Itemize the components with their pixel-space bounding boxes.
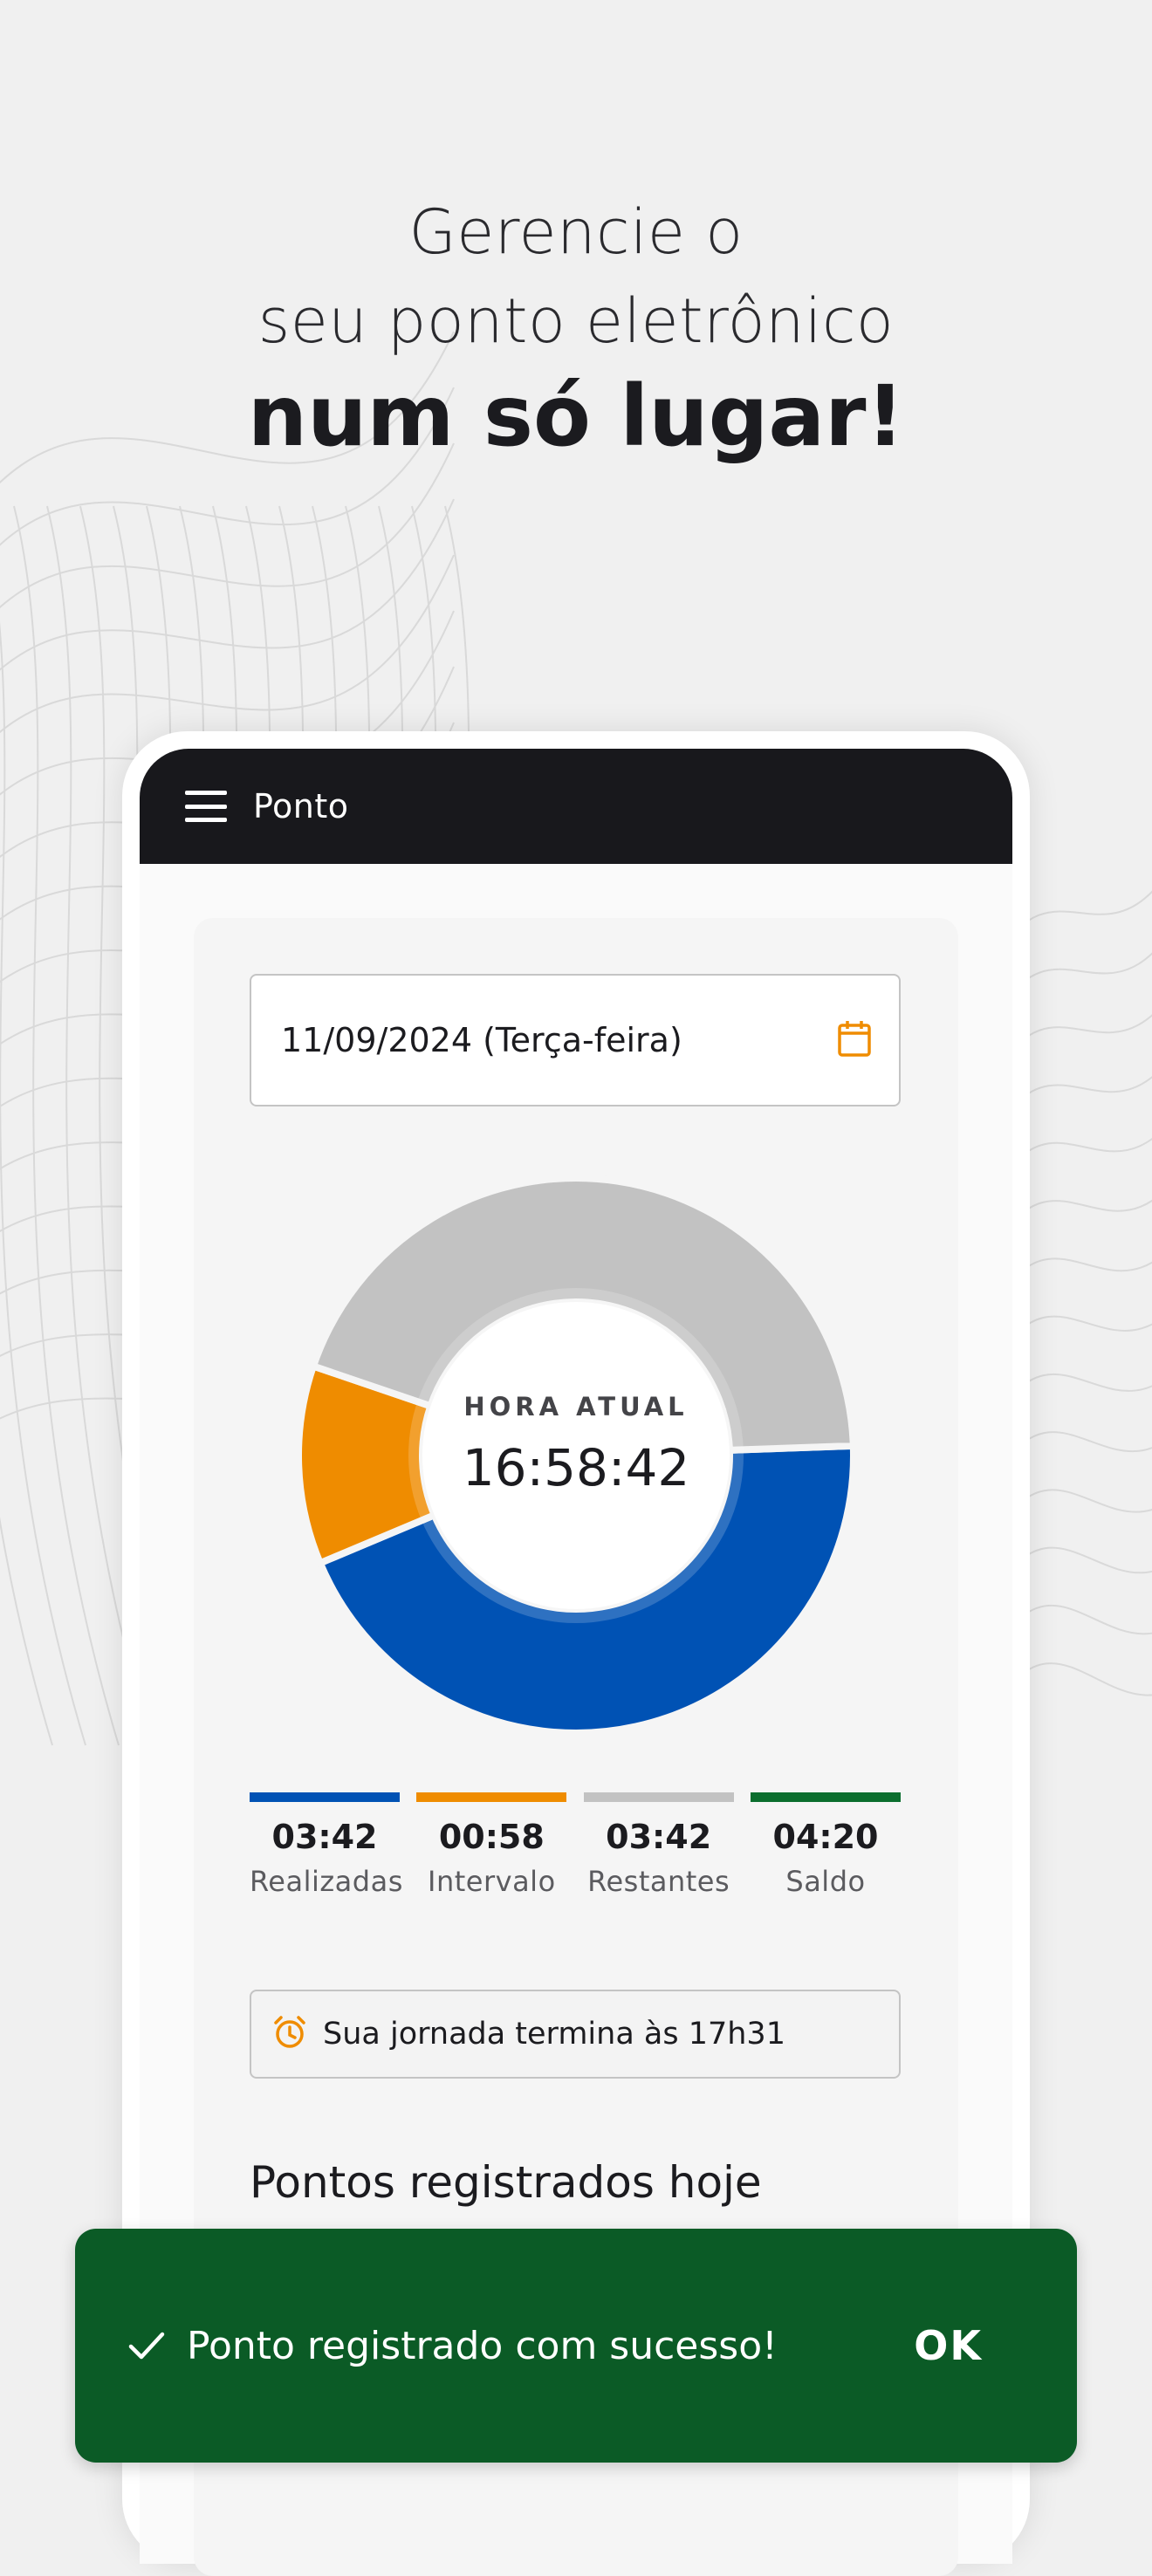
app-bar-title: Ponto [253, 787, 349, 826]
snackbar-message: Ponto registrado com sucesso! [187, 2323, 778, 2368]
legend-value: 04:20 [772, 1818, 879, 1856]
center-label: HORA ATUAL [463, 1392, 688, 1422]
legend-value: 03:42 [606, 1818, 712, 1856]
alert-text: Sua jornada termina às 17h31 [323, 2017, 785, 2052]
chart-legend: 03:42 Realizadas 00:58 Intervalo 03:42 Restan… [250, 1792, 901, 1898]
legend-label: Saldo [785, 1865, 866, 1898]
legend-color-bar [583, 1792, 734, 1802]
workday-donut-chart: HORA ATUAL 16:58:42 [295, 1175, 857, 1737]
donut-center [422, 1302, 730, 1609]
legend-value: 03:42 [271, 1818, 378, 1856]
app-bar: Ponto [140, 749, 1012, 864]
center-time: 16:58:42 [463, 1438, 690, 1497]
success-snackbar: Ponto registrado com sucesso! OK [75, 2229, 1077, 2463]
legend-color-bar [750, 1792, 901, 1802]
legend-label: Intervalo [428, 1865, 556, 1898]
promo-headline: Gerencie o seu ponto eletrônico num só l… [0, 188, 1152, 467]
snackbar-ok-button[interactable]: OK [914, 2322, 983, 2369]
headline-line-1: Gerencie o [408, 196, 744, 268]
legend-color-bar [250, 1792, 400, 1802]
legend-item-intervalo: 00:58 Intervalo [416, 1792, 567, 1898]
workday-end-alert: Sua jornada termina às 17h31 [250, 1990, 901, 2079]
today-records-title: Pontos registrados hoje [250, 2157, 762, 2208]
date-value: 11/09/2024 (Terça-feira) [281, 1021, 682, 1059]
legend-item-saldo: 04:20 Saldo [750, 1792, 901, 1898]
hamburger-menu-icon[interactable] [185, 791, 227, 822]
date-picker-field[interactable]: 11/09/2024 (Terça-feira) [250, 974, 901, 1106]
legend-value: 00:58 [438, 1818, 545, 1856]
legend-item-realizadas: 03:42 Realizadas [250, 1792, 403, 1898]
legend-label: Realizadas [250, 1865, 403, 1898]
legend-label: Restantes [587, 1865, 730, 1898]
alarm-clock-icon [272, 2015, 307, 2053]
headline-line-2: seu ponto eletrônico [257, 285, 895, 357]
headline-line-3: num só lugar! [247, 367, 905, 465]
legend-item-restantes: 03:42 Restantes [583, 1792, 734, 1898]
legend-color-bar [416, 1792, 567, 1802]
calendar-icon[interactable] [838, 1020, 871, 1060]
checkmark-icon [126, 2325, 168, 2367]
